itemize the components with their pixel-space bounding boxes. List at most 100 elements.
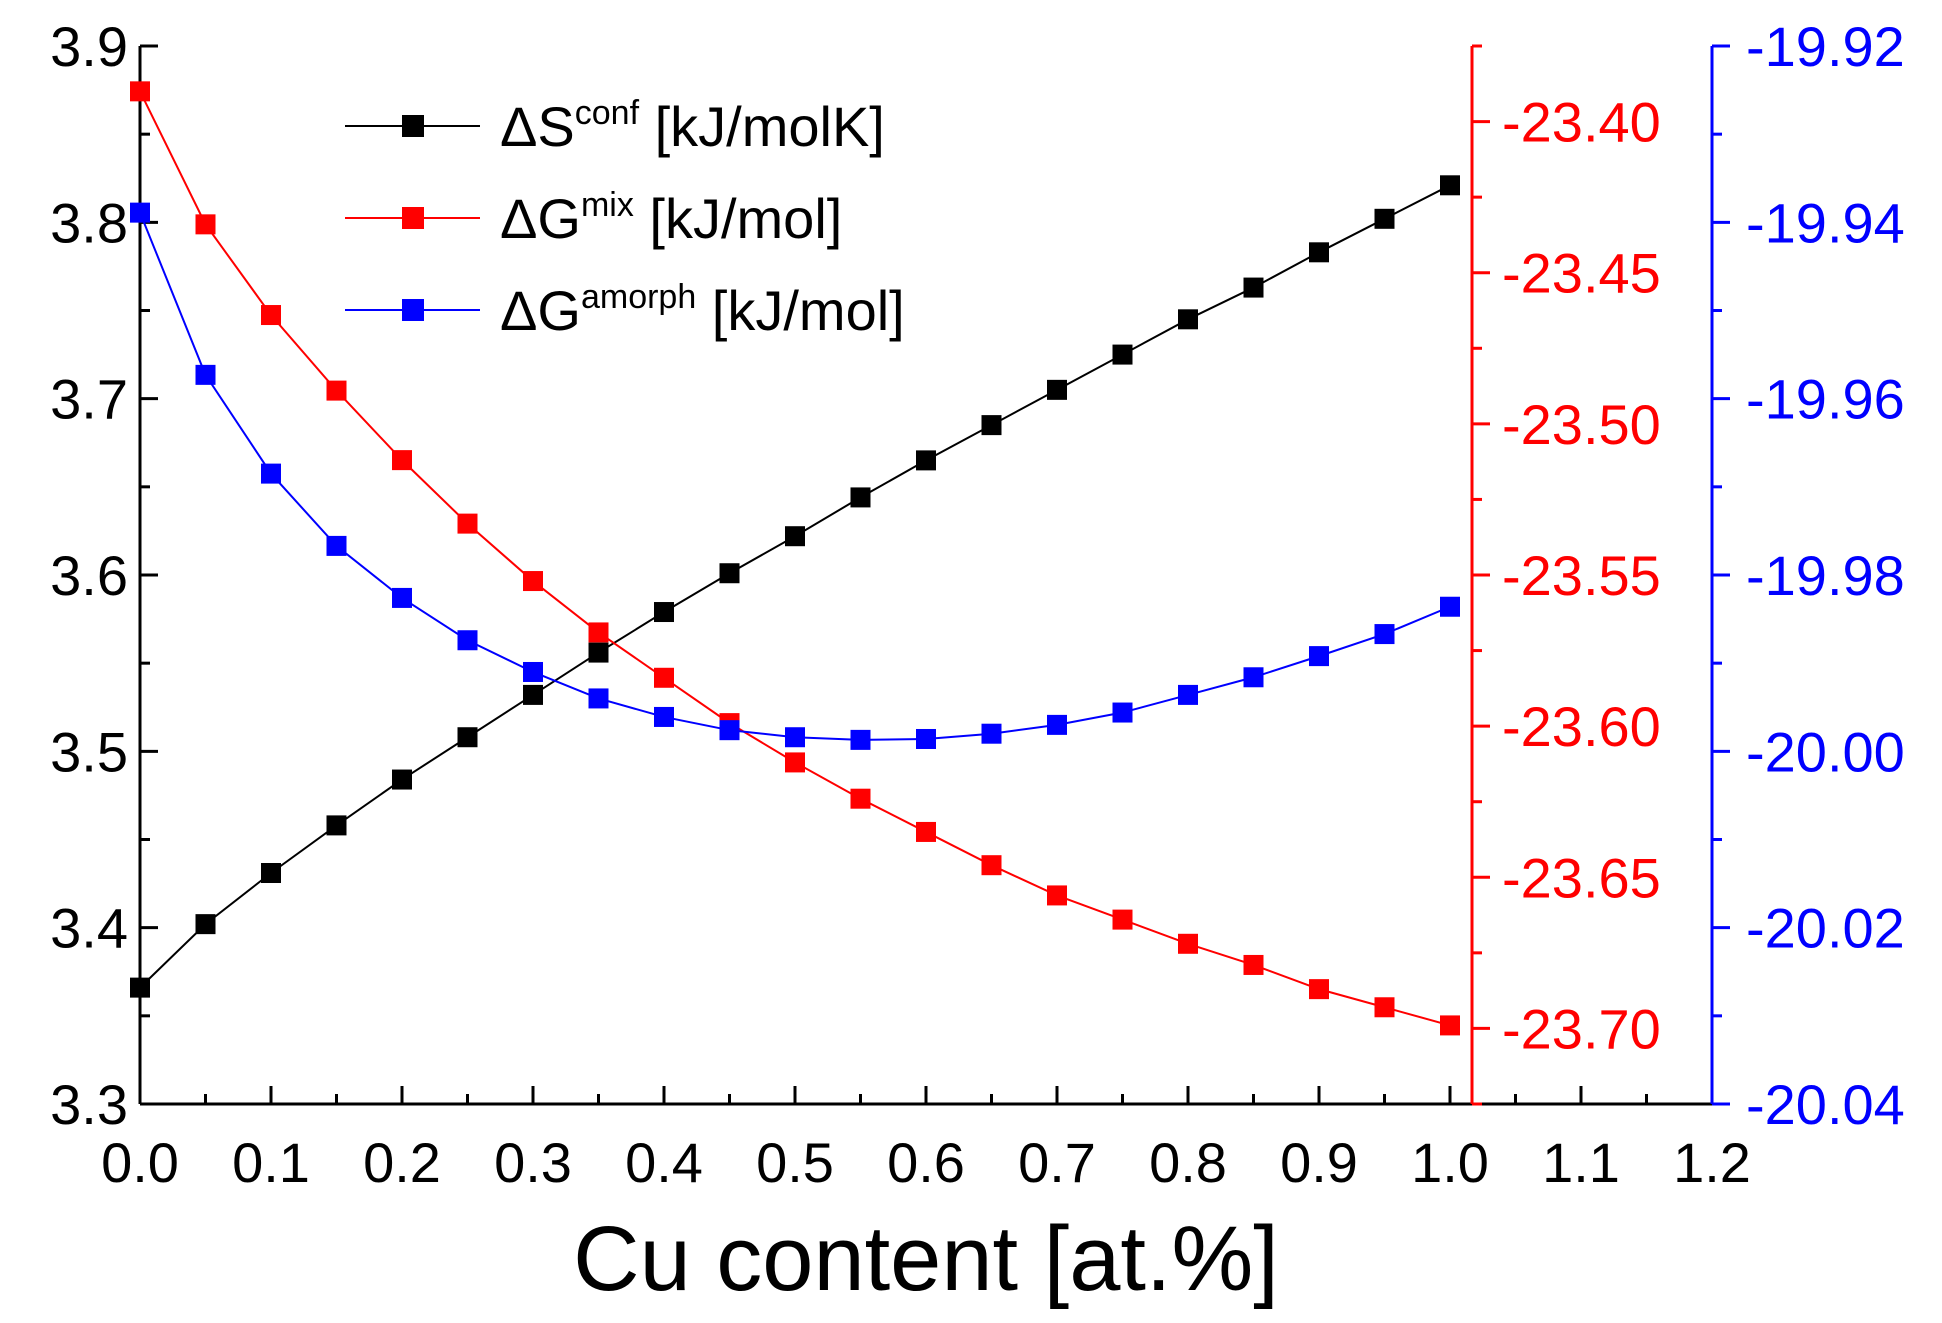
left-y-tick-label: 3.4: [50, 897, 128, 960]
data-point: [1243, 277, 1264, 298]
legend: ΔSconf [kJ/molK]ΔGmix [kJ/mol]ΔGamorph […: [345, 94, 905, 342]
data-point: [523, 684, 543, 705]
data-point: [785, 752, 805, 773]
axes-layer: 0.0 0.1 0.2 0.3 0.4 0.5 0.6 0.7 0.8 0.9 1.0 1.1 1.2 3…: [50, 15, 1905, 1194]
data-point: [195, 914, 216, 935]
data-point: [588, 622, 609, 643]
series-layer: [130, 81, 1460, 1036]
left-y-tick-label: 3.9: [50, 15, 128, 78]
legend-symbol: ΔS: [500, 95, 575, 158]
data-point: [457, 513, 478, 534]
data-point: [981, 723, 1002, 744]
data-point: [1178, 933, 1198, 954]
data-point: [981, 415, 1002, 436]
data-point: [785, 727, 805, 748]
data-point: [195, 214, 216, 235]
data-point: [916, 450, 936, 471]
data-point: [130, 977, 150, 998]
red-y-tick-label: -23.60: [1502, 695, 1661, 758]
data-point: [130, 202, 150, 223]
x-tick-label: 0.8: [1149, 1131, 1227, 1194]
data-point: [1178, 309, 1198, 330]
legend-unit: [kJ/mol]: [634, 187, 842, 250]
data-point: [850, 729, 871, 750]
data-point: [392, 450, 412, 471]
data-point: [719, 720, 740, 741]
data-point: [1178, 684, 1198, 705]
data-point: [1047, 714, 1067, 735]
data-point: [326, 380, 347, 401]
data-point: [588, 688, 609, 709]
data-point: [261, 305, 281, 326]
x-tick-label: 0.2: [363, 1131, 441, 1194]
data-point: [392, 587, 412, 608]
data-point: [1374, 997, 1395, 1018]
x-axis-title: Cu content [at.%]: [573, 1208, 1279, 1310]
data-point: [850, 788, 871, 809]
data-point: [916, 821, 936, 842]
red-y-tick-label: -23.55: [1502, 544, 1661, 607]
data-point: [457, 630, 478, 651]
x-tick-label: 0.6: [887, 1131, 965, 1194]
x-tick-label: 1.2: [1673, 1131, 1751, 1194]
data-point: [981, 855, 1002, 876]
x-tick-label: 0.1: [232, 1131, 310, 1194]
blue-y-tick-label: -19.92: [1746, 15, 1905, 78]
data-point: [654, 667, 674, 688]
data-point: [916, 728, 936, 749]
data-point: [1374, 208, 1395, 229]
data-point: [326, 815, 347, 836]
data-point: [1440, 596, 1460, 617]
series-0: [130, 175, 1460, 998]
data-point: [130, 81, 150, 102]
data-point: [1112, 344, 1133, 365]
red-y-tick-label: -23.50: [1502, 393, 1661, 456]
legend-symbol: ΔG: [500, 279, 581, 342]
legend-marker: [402, 299, 424, 321]
data-point: [1440, 175, 1460, 196]
legend-marker: [402, 207, 424, 229]
data-point: [1374, 624, 1395, 645]
data-point: [785, 526, 805, 547]
blue-y-tick-label: -19.94: [1746, 191, 1905, 254]
legend-symbol: ΔG: [500, 187, 581, 250]
left-y-tick-label: 3.3: [50, 1073, 128, 1136]
data-point: [1309, 242, 1329, 263]
red-y-tick-label: -23.70: [1502, 997, 1661, 1060]
data-point: [326, 535, 347, 556]
series-2: [130, 202, 1460, 750]
data-point: [1047, 885, 1067, 906]
legend-item-0: ΔSconf [kJ/molK]: [345, 94, 885, 158]
blue-y-tick-label: -19.96: [1746, 368, 1905, 431]
red-y-tick-label: -23.65: [1502, 846, 1661, 909]
legend-item-2: ΔGamorph [kJ/mol]: [345, 278, 905, 342]
left-y-tick-label: 3.7: [50, 368, 128, 431]
x-tick-label: 0.0: [101, 1131, 179, 1194]
data-point: [523, 661, 543, 682]
data-point: [1309, 979, 1329, 1000]
data-point: [850, 487, 871, 508]
x-tick-label: 0.3: [494, 1131, 572, 1194]
legend-superscript: amorph: [581, 278, 696, 316]
blue-y-tick-label: -20.02: [1746, 897, 1905, 960]
data-point: [588, 642, 609, 663]
x-tick-label: 1.0: [1411, 1131, 1489, 1194]
data-point: [1047, 379, 1067, 400]
legend-superscript: mix: [581, 186, 634, 224]
x-tick-label: 1.1: [1542, 1131, 1620, 1194]
data-point: [654, 602, 674, 623]
x-tick-label: 0.5: [756, 1131, 834, 1194]
red-y-tick-label: -23.40: [1502, 91, 1661, 154]
data-point: [195, 364, 216, 385]
legend-label: ΔGamorph [kJ/mol]: [500, 278, 905, 342]
data-point: [457, 727, 478, 748]
legend-marker: [402, 115, 424, 137]
red-y-tick-label: -23.45: [1502, 242, 1661, 305]
data-point: [1440, 1015, 1460, 1036]
data-point: [719, 563, 740, 584]
blue-y-tick-label: -19.98: [1746, 544, 1905, 607]
data-point: [1112, 702, 1133, 723]
legend-unit: [kJ/molK]: [639, 95, 885, 158]
data-point: [1112, 909, 1133, 930]
